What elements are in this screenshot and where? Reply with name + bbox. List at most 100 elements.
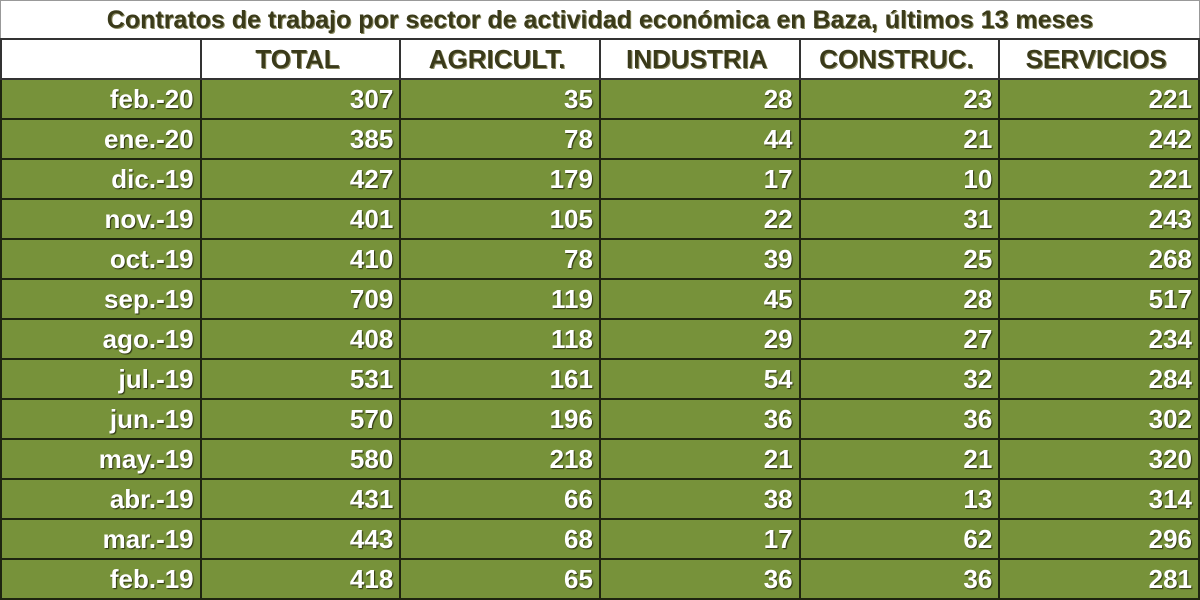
row-label: sep.-19 (0, 278, 202, 320)
table-cell: 118 (399, 318, 601, 360)
table-row: feb.-19 418 65 36 36 281 (0, 558, 1200, 600)
row-label: ago.-19 (0, 318, 202, 360)
table-cell: 65 (399, 558, 601, 600)
table-cell: 401 (199, 198, 402, 240)
table-cell: 431 (199, 478, 402, 520)
table-row: sep.-19 709 119 45 28 517 (0, 278, 1200, 320)
table-title: Contratos de trabajo por sector de activ… (0, 0, 1200, 38)
row-label: dic.-19 (0, 158, 202, 200)
table-cell: 36 (798, 558, 1001, 600)
table-cell: 218 (399, 438, 601, 480)
row-label: oct.-19 (0, 238, 202, 280)
table-cell: 284 (998, 358, 1200, 400)
table-cell: 161 (399, 358, 601, 400)
table-cell: 29 (598, 318, 801, 360)
table-cell: 13 (798, 478, 1001, 520)
table-cell: 32 (798, 358, 1001, 400)
table-cell: 234 (998, 318, 1200, 360)
row-label: feb.-19 (0, 558, 202, 600)
table-cell: 21 (798, 118, 1001, 160)
table-cell: 302 (998, 398, 1200, 440)
table-cell: 66 (399, 478, 601, 520)
table-cell: 36 (598, 398, 801, 440)
table-cell: 23 (798, 78, 1001, 120)
table-cell: 62 (798, 518, 1001, 560)
table-cell: 78 (399, 118, 601, 160)
table-row: jun.-19 570 196 36 36 302 (0, 398, 1200, 440)
table-cell: 221 (998, 158, 1200, 200)
data-table: TOTAL AGRICULT. INDUSTRIA CONSTRUC. SERVICIO… (0, 38, 1200, 600)
header-row: TOTAL AGRICULT. INDUSTRIA CONSTRUC. SERVICIO… (0, 38, 1200, 80)
table-row: jul.-19 531 161 54 32 284 (0, 358, 1200, 400)
table-cell: 17 (598, 158, 801, 200)
row-label: jul.-19 (0, 358, 202, 400)
table-cell: 531 (199, 358, 402, 400)
table-cell: 443 (199, 518, 402, 560)
row-label: nov.-19 (0, 198, 202, 240)
table-cell: 22 (598, 198, 801, 240)
table-cell: 570 (199, 398, 402, 440)
header-corner (0, 38, 202, 80)
table-cell: 10 (798, 158, 1001, 200)
row-label: jun.-19 (0, 398, 202, 440)
row-label: may.-19 (0, 438, 202, 480)
table-cell: 38 (598, 478, 801, 520)
table-cell: 31 (798, 198, 1001, 240)
table-cell: 281 (998, 558, 1200, 600)
column-header: CONSTRUC. (798, 38, 1001, 80)
table-cell: 580 (199, 438, 402, 480)
table-cell: 243 (998, 198, 1200, 240)
table-row: nov.-19 401 105 22 31 243 (0, 198, 1200, 240)
table-row: ago.-19 408 118 29 27 234 (0, 318, 1200, 360)
table-cell: 44 (598, 118, 801, 160)
row-label: ene.-20 (0, 118, 202, 160)
table-cell: 196 (399, 398, 601, 440)
table-cell: 28 (598, 78, 801, 120)
table-cell: 242 (998, 118, 1200, 160)
table-cell: 427 (199, 158, 402, 200)
table-cell: 68 (399, 518, 601, 560)
row-label: feb.-20 (0, 78, 202, 120)
table-row: abr.-19 431 66 38 13 314 (0, 478, 1200, 520)
table-cell: 28 (798, 278, 1001, 320)
table-cell: 307 (199, 78, 402, 120)
table-row: may.-19 580 218 21 21 320 (0, 438, 1200, 480)
table-cell: 25 (798, 238, 1001, 280)
table-cell: 268 (998, 238, 1200, 280)
table-cell: 21 (798, 438, 1001, 480)
table-cell: 27 (798, 318, 1001, 360)
table-row: dic.-19 427 179 17 10 221 (0, 158, 1200, 200)
table-cell: 709 (199, 278, 402, 320)
table-cell: 320 (998, 438, 1200, 480)
table-cell: 54 (598, 358, 801, 400)
table-cell: 296 (998, 518, 1200, 560)
table-cell: 39 (598, 238, 801, 280)
column-header: SERVICIOS (998, 38, 1200, 80)
table-row: mar.-19 443 68 17 62 296 (0, 518, 1200, 560)
table-cell: 36 (798, 398, 1001, 440)
table-cell: 314 (998, 478, 1200, 520)
table-cell: 36 (598, 558, 801, 600)
table-cell: 78 (399, 238, 601, 280)
column-header: AGRICULT. (399, 38, 601, 80)
table-row: oct.-19 410 78 39 25 268 (0, 238, 1200, 280)
table-cell: 119 (399, 278, 601, 320)
table-cell: 408 (199, 318, 402, 360)
row-label: mar.-19 (0, 518, 202, 560)
table-cell: 179 (399, 158, 601, 200)
column-header: TOTAL (199, 38, 402, 80)
table-row: feb.-20 307 35 28 23 221 (0, 78, 1200, 120)
table-cell: 517 (998, 278, 1200, 320)
table-row: ene.-20 385 78 44 21 242 (0, 118, 1200, 160)
table-cell: 385 (199, 118, 402, 160)
table-cell: 105 (399, 198, 601, 240)
table-cell: 45 (598, 278, 801, 320)
row-label: abr.-19 (0, 478, 202, 520)
table-cell: 418 (199, 558, 402, 600)
table-cell: 17 (598, 518, 801, 560)
column-header: INDUSTRIA (598, 38, 801, 80)
table-cell: 221 (998, 78, 1200, 120)
table-cell: 21 (598, 438, 801, 480)
table-cell: 35 (399, 78, 601, 120)
